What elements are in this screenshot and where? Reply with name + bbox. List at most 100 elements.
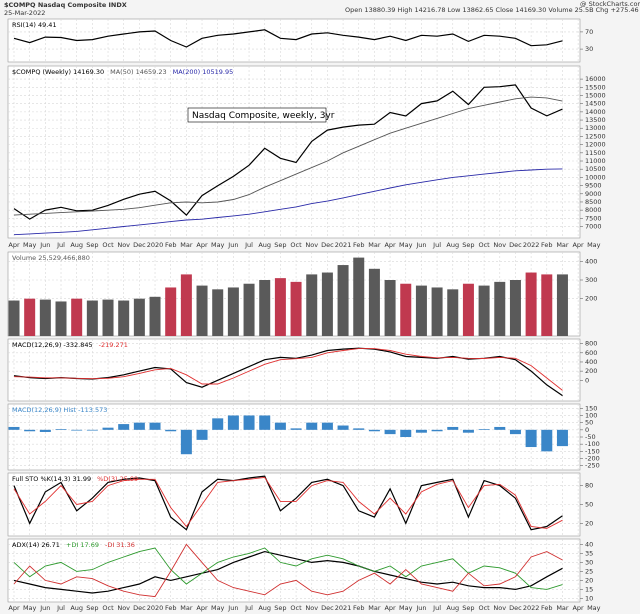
x-tick-label: Oct [478,241,490,249]
x-tick-label: Jul [432,241,441,249]
x-tick-label: 2020 [147,241,164,249]
y-tick-label: 30 [585,45,593,53]
y-tick-label: -250 [585,462,600,470]
x-tick-label: Apr [8,604,20,612]
y-tick-label: 9500 [585,182,602,190]
x-tick-label: Aug [258,241,271,249]
x-tick-label: Mar [368,604,381,612]
x-tick-label: Nov [305,241,318,249]
y-tick-label: 400 [585,257,597,265]
bar [102,427,114,430]
legend-entry: -DI 31.36 [105,541,135,549]
x-tick-label: Sep [462,241,474,249]
y-tick-label: 12000 [585,141,606,149]
x-tick-label: Nov [117,604,130,612]
x-tick-label: Oct [290,604,302,612]
series-line [13,550,563,594]
legend-entry: MA(50) 14659.23 [110,68,166,76]
y-tick-label: 14000 [585,108,606,116]
x-tick-label: 2020 [147,604,164,612]
x-tick-label: Mar [556,241,569,249]
bar [165,287,177,336]
bar [180,274,192,336]
y-tick-label: 70 [585,28,593,36]
x-tick-label: Jul [56,604,65,612]
x-tick-label: Apr [572,241,584,249]
x-tick-label: May [587,604,601,612]
annotation: Nasdaq Composite, weekly, 3yr [192,111,335,121]
panel [7,338,581,402]
x-tick-label: Mar [180,604,193,612]
bar [415,285,427,336]
x-tick-label: Aug [70,604,83,612]
x-tick-label: Dec [133,241,146,249]
x-tick-label: Sep [86,241,98,249]
x-tick-label: Mar [556,604,569,612]
y-tick-label: 40 [585,540,593,548]
bar [509,280,521,336]
y-tick-label: 16000 [585,75,606,83]
credit: @ StockCharts.com [580,0,640,8]
y-tick-label: 30 [585,558,593,566]
x-tick-label: Feb [541,604,553,612]
x-tick-label: Apr [384,604,396,612]
bar [337,265,349,336]
x-tick-label: Jul [56,241,65,249]
bar [321,422,333,430]
x-tick-label: Sep [86,604,98,612]
x-tick-label: Feb [353,241,365,249]
y-tick-label: -200 [585,455,600,463]
y-tick-label: 0 [585,426,589,434]
bar [368,268,380,336]
x-tick-label: Oct [478,604,490,612]
series-line [13,543,563,598]
bar [400,429,412,437]
x-tick-label: Aug [258,604,271,612]
symbol: $COMPQ Nasdaq Composite INDX [4,1,127,9]
y-tick-label: 10 [585,594,593,602]
bar [384,280,396,336]
bar [227,287,239,336]
bar [462,429,474,433]
x-tick-label: 2022 [523,604,540,612]
bar [102,299,114,336]
x-tick-label: May [399,241,413,249]
bar [290,428,302,430]
x-tick-label: Jul [244,241,253,249]
y-tick-label: 7500 [585,214,602,222]
bar [494,426,506,430]
y-tick-label: 8500 [585,198,602,206]
x-tick-label: Jul [244,604,253,612]
bar [259,415,271,430]
x-tick-label: Feb [165,241,177,249]
x-tick-label: Apr [196,604,208,612]
y-tick-label: 12500 [585,132,606,140]
bar [306,422,318,430]
y-tick-label: 15000 [585,91,606,99]
bar [541,274,553,336]
x-tick-label: Dec [133,604,146,612]
y-tick-label: 150 [585,404,597,412]
x-tick-label: Oct [102,604,114,612]
x-tick-label: Aug [70,241,83,249]
y-tick-label: 14500 [585,100,606,108]
series-line [13,476,563,529]
series-line [13,29,563,48]
bar [384,429,396,435]
bar [55,429,67,430]
x-tick-label: Jun [415,604,426,612]
y-tick-label: 50 [585,419,593,427]
bar [149,422,161,430]
panel [7,18,581,63]
y-tick-label: 11500 [585,149,606,157]
quote: Open 13880.39 High 14216.78 Low 13862.65… [345,6,640,14]
bar [509,429,521,435]
x-tick-label: Nov [493,241,506,249]
x-tick-label: Feb [353,604,365,612]
y-tick-label: 10000 [585,173,606,181]
x-tick-label: Nov [493,604,506,612]
bar [353,257,365,336]
bar [71,298,83,336]
legend-entry: MACD(12,26,9) -332.845 [12,341,93,349]
y-tick-label: 11000 [585,157,606,165]
